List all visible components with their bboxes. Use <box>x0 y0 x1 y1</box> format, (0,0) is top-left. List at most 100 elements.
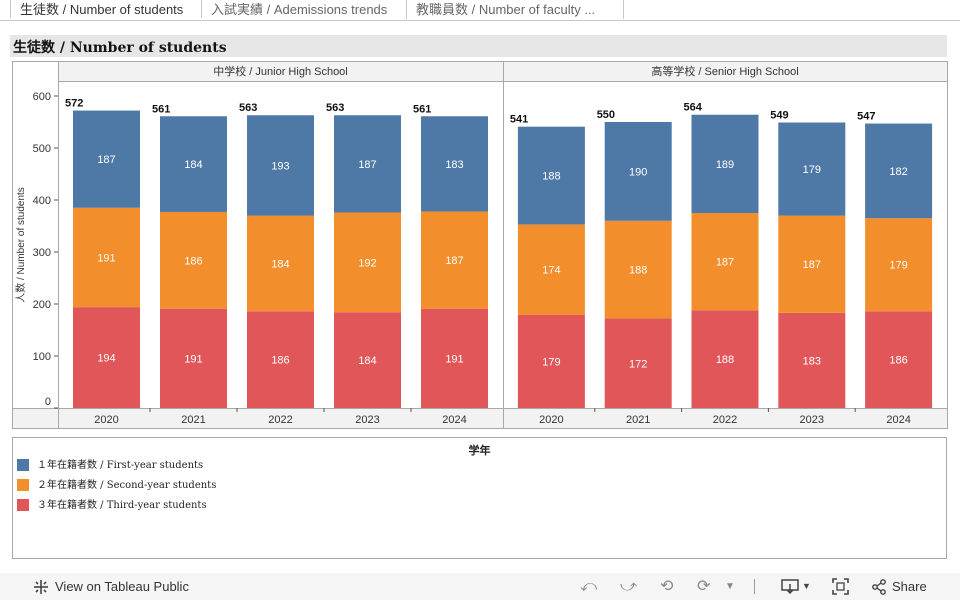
refresh-dropdown-chevron-down-icon[interactable]: ▼ <box>725 581 735 592</box>
segment-value-label: 183 <box>803 355 821 367</box>
bar-segment <box>421 211 488 309</box>
segment-value-label: 194 <box>97 353 115 365</box>
segment-value-label: 189 <box>716 159 734 171</box>
download-chevron-down-icon: ▼ <box>802 581 811 591</box>
bar-segment <box>604 318 672 408</box>
y-tick-label: 600 <box>33 91 51 103</box>
segment-value-label: 187 <box>803 259 821 271</box>
legend-swatch-second-year <box>17 479 29 491</box>
bar-segment <box>334 212 401 313</box>
bar-segment <box>73 207 140 308</box>
bar-segment <box>517 314 585 408</box>
y-tick-label: 0 <box>45 396 51 408</box>
segment-value-label: 174 <box>542 265 560 277</box>
bar-segment <box>421 116 488 212</box>
y-axis-label: 人数 / Number of students <box>14 187 27 303</box>
bar-segment <box>691 114 759 213</box>
segment-value-label: 190 <box>629 166 647 178</box>
x-tick-label: 2021 <box>626 414 650 426</box>
tableau-toolbar: View on Tableau Public ⤺ ⤻ ⟲ ⟳ ▼ ▼ Share <box>0 573 960 600</box>
bar-total-label: 563 <box>326 102 344 114</box>
panel-title: 高等学校 / Senior High School <box>651 64 798 78</box>
segment-value-label: 184 <box>358 355 376 367</box>
segment-value-label: 184 <box>271 258 289 270</box>
segment-value-label: 187 <box>445 255 463 267</box>
bar-total-label: 563 <box>239 102 257 114</box>
bar-total-label: 564 <box>684 102 703 114</box>
bar-segment <box>73 307 140 408</box>
tab-number-of-students[interactable]: 生徒数 / Number of students <box>10 0 202 19</box>
x-tick-label: 2022 <box>268 414 292 426</box>
bar-segment <box>604 122 672 221</box>
y-tick-label: 400 <box>33 195 51 207</box>
segment-value-label: 179 <box>542 356 560 368</box>
share-label: Share <box>892 579 927 594</box>
x-tick-label: 2022 <box>713 414 737 426</box>
segment-value-label: 191 <box>445 353 463 365</box>
download-icon <box>781 579 799 595</box>
bar-segment <box>334 312 401 408</box>
segment-value-label: 188 <box>716 354 734 366</box>
x-tick-label: 2021 <box>181 414 205 426</box>
x-tick-label: 2024 <box>442 414 466 426</box>
toolbar-divider <box>754 579 755 594</box>
bar-total-label: 541 <box>510 114 528 126</box>
y-tick-label: 500 <box>33 143 51 155</box>
segment-value-label: 191 <box>184 353 202 365</box>
segment-value-label: 192 <box>358 257 376 269</box>
bar-segment <box>778 122 846 216</box>
x-tick-label: 2023 <box>355 414 379 426</box>
x-tick-label: 2024 <box>886 414 910 426</box>
legend-label-first-year: １年在籍者数 / First-year students <box>37 460 204 471</box>
y-tick-label: 200 <box>33 299 51 311</box>
segment-value-label: 186 <box>889 355 907 367</box>
legend-label-third-year: ３年在籍者数 / Third-year students <box>37 500 207 511</box>
bar-total-label: 550 <box>597 109 615 121</box>
legend: 学年 １年在籍者数 / First-year students ２年在籍者数 /… <box>12 437 947 559</box>
redo-icon[interactable]: ⤻ <box>620 578 638 595</box>
x-tick-label: 2020 <box>94 414 118 426</box>
segment-value-label: 188 <box>542 171 560 183</box>
legend-title: 学年 <box>468 445 491 457</box>
segment-value-label: 191 <box>97 252 115 264</box>
corner-cell <box>12 408 59 429</box>
bar-segment <box>604 220 672 319</box>
segment-value-label: 187 <box>358 159 376 171</box>
segment-value-label: 182 <box>889 166 907 178</box>
legend-label-second-year: ２年在籍者数 / Second-year students <box>37 480 217 491</box>
bar-segment <box>778 215 846 313</box>
undo-icon[interactable]: ⤺ <box>580 578 598 595</box>
bar-total-label: 561 <box>413 103 431 115</box>
bar-total-label: 549 <box>770 110 788 122</box>
segment-value-label: 184 <box>184 159 202 171</box>
segment-value-label: 186 <box>271 355 289 367</box>
bar-total-label: 572 <box>65 98 83 110</box>
bar-segment <box>865 218 933 312</box>
segment-value-label: 186 <box>184 255 202 267</box>
bar-segment <box>334 115 401 213</box>
bar-segment <box>517 224 585 315</box>
view-on-tableau-public-label: View on Tableau Public <box>55 579 189 594</box>
bar-segment <box>247 215 314 312</box>
bar-total-label: 547 <box>857 111 875 123</box>
sheet-title-bar: 生徒数 / Number of students <box>10 35 947 57</box>
tab-admissions-trends[interactable]: 入試実績 / Ademissions trends <box>202 0 407 19</box>
legend-swatch-first-year <box>17 459 29 471</box>
bar-segment <box>247 311 314 408</box>
page-title: 生徒数 / Number of students <box>13 40 227 56</box>
segment-value-label: 188 <box>629 265 647 277</box>
share-icon <box>872 579 886 595</box>
tab-bar: 生徒数 / Number of students 入試実績 / Ademissi… <box>0 0 960 21</box>
refresh-icon[interactable]: ⟳ <box>697 578 711 595</box>
segment-value-label: 193 <box>271 160 289 172</box>
tab-number-of-faculty[interactable]: 教職員数 / Number of faculty ... <box>407 0 624 19</box>
bar-segment <box>865 311 933 408</box>
fullscreen-icon <box>832 578 849 595</box>
bar-segment <box>160 308 227 408</box>
stacked-bar-chart: 0 100 200 300 400 500 600 人数 / Number of studen… <box>12 61 948 429</box>
bar-segment <box>247 115 314 216</box>
y-tick-label: 100 <box>33 351 51 363</box>
bar-total-label: 561 <box>152 103 170 115</box>
tableau-logo-icon <box>34 580 48 594</box>
revert-icon[interactable]: ⟲ <box>660 578 674 595</box>
